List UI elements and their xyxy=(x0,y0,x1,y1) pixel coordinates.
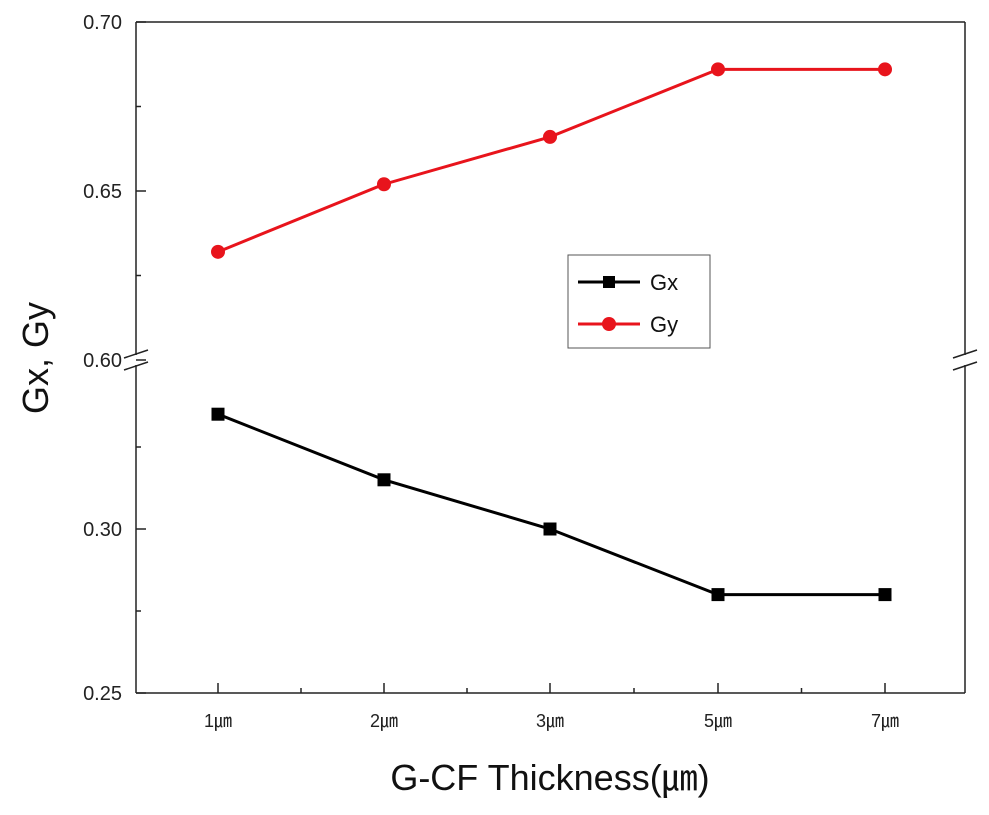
y-tick-label: 0.25 xyxy=(83,683,122,705)
x-tick-label: 3㎛ xyxy=(536,711,564,732)
tick-labels: 0.60 0.65 0.70 0.25 0.30 1㎛ 2㎛ 3㎛ 5㎛ 7㎛ xyxy=(83,12,899,732)
data-point-gy xyxy=(878,62,892,77)
x-tick-label: 1㎛ xyxy=(204,711,232,732)
break-slash-0-b xyxy=(123,361,149,371)
break-slash-1-a xyxy=(952,349,978,359)
axis-ticks xyxy=(136,21,886,694)
data-point-gy xyxy=(711,62,725,77)
data-point-gy xyxy=(543,129,557,144)
break-slash-1-b xyxy=(952,361,978,371)
plot-frame xyxy=(135,21,966,694)
series-layer xyxy=(211,62,892,602)
y-tick-label: 0.30 xyxy=(83,519,122,541)
data-point-gx xyxy=(711,588,725,602)
series-line-gy xyxy=(217,67,885,254)
y-tick-label: 0.70 xyxy=(83,12,122,34)
x-tick-label: 5㎛ xyxy=(704,711,732,732)
axis-break-marks xyxy=(123,349,978,371)
data-point-gx xyxy=(878,588,892,602)
x-axis-title: G-CF Thickness(㎛) xyxy=(390,757,709,798)
legend-marker-gx xyxy=(603,276,615,288)
legend-label-gy: Gy xyxy=(650,312,678,337)
x-tick-label: 7㎛ xyxy=(871,711,899,732)
data-point-gy xyxy=(377,177,391,192)
legend-box xyxy=(567,254,711,349)
series-gx xyxy=(211,407,892,602)
series-line-gx xyxy=(217,412,885,597)
legend: Gx Gy xyxy=(567,254,711,349)
break-slash-0-a xyxy=(123,349,149,359)
legend-label-gx: Gx xyxy=(650,270,678,295)
data-point-gx xyxy=(377,473,391,487)
data-point-gy xyxy=(211,244,225,259)
y-tick-label: 0.60 xyxy=(83,350,122,372)
data-point-gx xyxy=(211,407,225,421)
y-tick-label: 0.65 xyxy=(83,181,122,203)
x-tick-label: 2㎛ xyxy=(370,711,398,732)
y-axis-title: Gx, Gy xyxy=(15,302,56,414)
data-point-gx xyxy=(543,522,557,536)
legend-marker-gy xyxy=(602,317,616,331)
series-gy xyxy=(211,62,892,259)
